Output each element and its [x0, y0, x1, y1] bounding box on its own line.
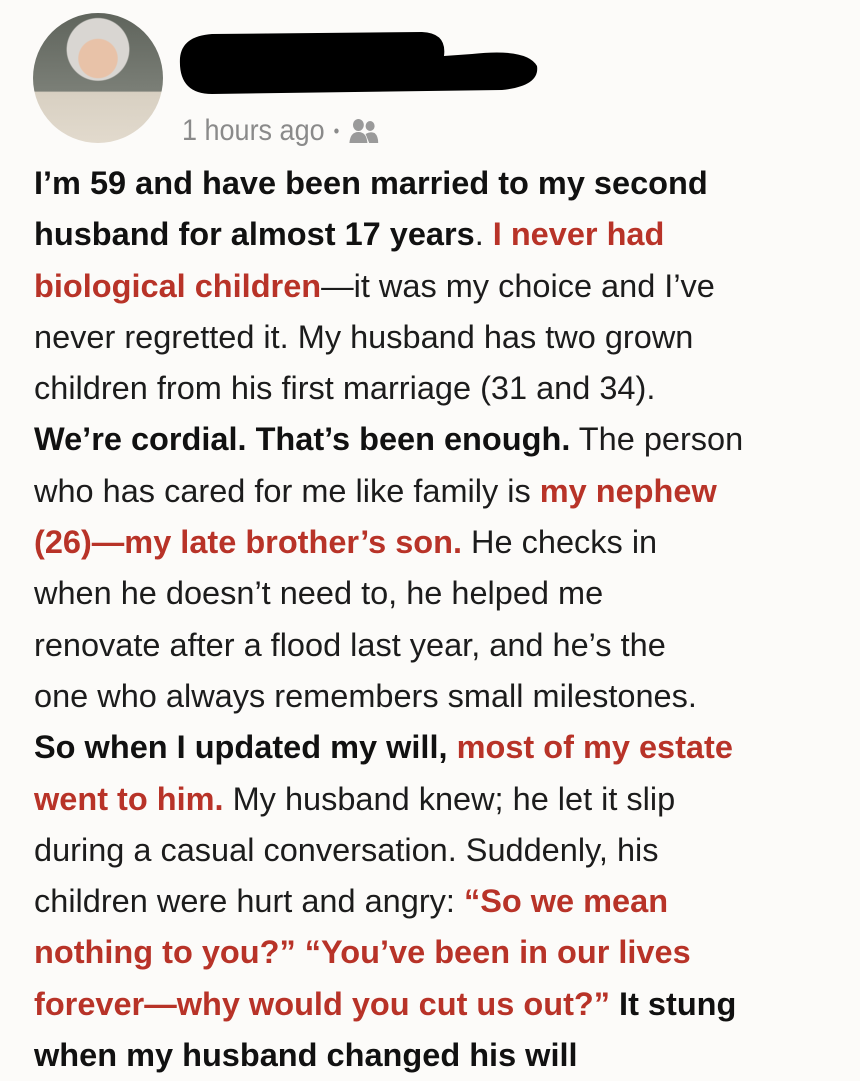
text: children from his first marriage (31 and…	[34, 370, 656, 407]
post-text-line: forever—why would you cut us out?” It st…	[34, 979, 743, 1030]
text: when he doesn’t need to, he helped me	[34, 575, 604, 612]
text: never regretted it. My husband has two g…	[34, 318, 694, 355]
post-text-line: went to him. My husband knew; he let it …	[34, 774, 743, 825]
text: —it was my choice and I’ve	[321, 267, 715, 304]
friends-icon[interactable]	[348, 117, 379, 145]
text: children were hurt and angry:	[34, 883, 464, 920]
text: during a casual conversation. Suddenly, …	[34, 831, 659, 868]
text: My husband knew; he let it slip	[223, 780, 676, 817]
bold-text: We’re cordial. That’s been enough.	[34, 421, 571, 458]
post-text-line: when he doesn’t need to, he helped me	[34, 568, 743, 619]
highlighted-text: (26)—my late brother’s son.	[34, 524, 463, 561]
bold-text: when my husband changed his will	[34, 1037, 578, 1074]
text: one who always remembers small milestone…	[34, 677, 697, 714]
author-avatar[interactable]	[33, 13, 163, 143]
post-text-line: never regretted it. My husband has two g…	[34, 312, 743, 363]
redacted-author-name	[179, 32, 538, 94]
post-text-line: We’re cordial. That’s been enough. The p…	[34, 414, 743, 465]
bold-text: So when I updated my will,	[34, 729, 457, 766]
highlighted-text: nothing to you?” “You’ve been in our liv…	[34, 934, 691, 971]
bold-text: It stung	[610, 985, 737, 1022]
post-text-line: who has cared for me like family is my n…	[34, 466, 743, 517]
highlighted-text: biological children	[34, 267, 322, 304]
post-meta: 1 hours ago •	[182, 114, 379, 148]
timestamp[interactable]: 1 hours ago	[182, 114, 325, 147]
post-text-line: during a casual conversation. Suddenly, …	[34, 825, 743, 876]
highlighted-text: went to him.	[34, 780, 224, 817]
text: The person	[570, 421, 744, 458]
post-text-line: So when I updated my will, most of my es…	[34, 722, 743, 773]
highlighted-text: “So we mean	[463, 883, 669, 920]
highlighted-text: forever—why would you cut us out?”	[34, 985, 611, 1022]
post-text-line: one who always remembers small milestone…	[34, 671, 743, 722]
post-text-line: biological children—it was my choice and…	[34, 261, 743, 312]
post-text-line: children from his first marriage (31 and…	[34, 363, 743, 414]
post-text-line: renovate after a flood last year, and he…	[34, 620, 743, 671]
post-text-line: when my husband changed his will	[34, 1030, 743, 1081]
highlighted-text: my nephew	[539, 472, 717, 509]
separator-dot: •	[333, 120, 340, 141]
post-text-line: I’m 59 and have been married to my secon…	[34, 158, 743, 209]
bold-text: I’m 59 and have been married to my secon…	[34, 165, 708, 201]
highlighted-text: most of my estate	[456, 729, 733, 766]
text: .	[474, 216, 493, 253]
bold-text: husband for almost 17 years	[34, 216, 475, 253]
post-body: I’m 59 and have been married to my secon…	[34, 158, 743, 1081]
highlighted-text: I never had	[492, 216, 665, 253]
text: He checks in	[462, 524, 658, 561]
text: who has cared for me like family is	[34, 472, 540, 509]
post-text-line: (26)—my late brother’s son. He checks in	[34, 517, 743, 568]
post-text-line: children were hurt and angry: “So we mea…	[34, 876, 743, 927]
text: renovate after a flood last year, and he…	[34, 626, 666, 663]
post-text-line: nothing to you?” “You’ve been in our liv…	[34, 927, 743, 978]
post-text-line: husband for almost 17 years. I never had	[34, 209, 743, 260]
